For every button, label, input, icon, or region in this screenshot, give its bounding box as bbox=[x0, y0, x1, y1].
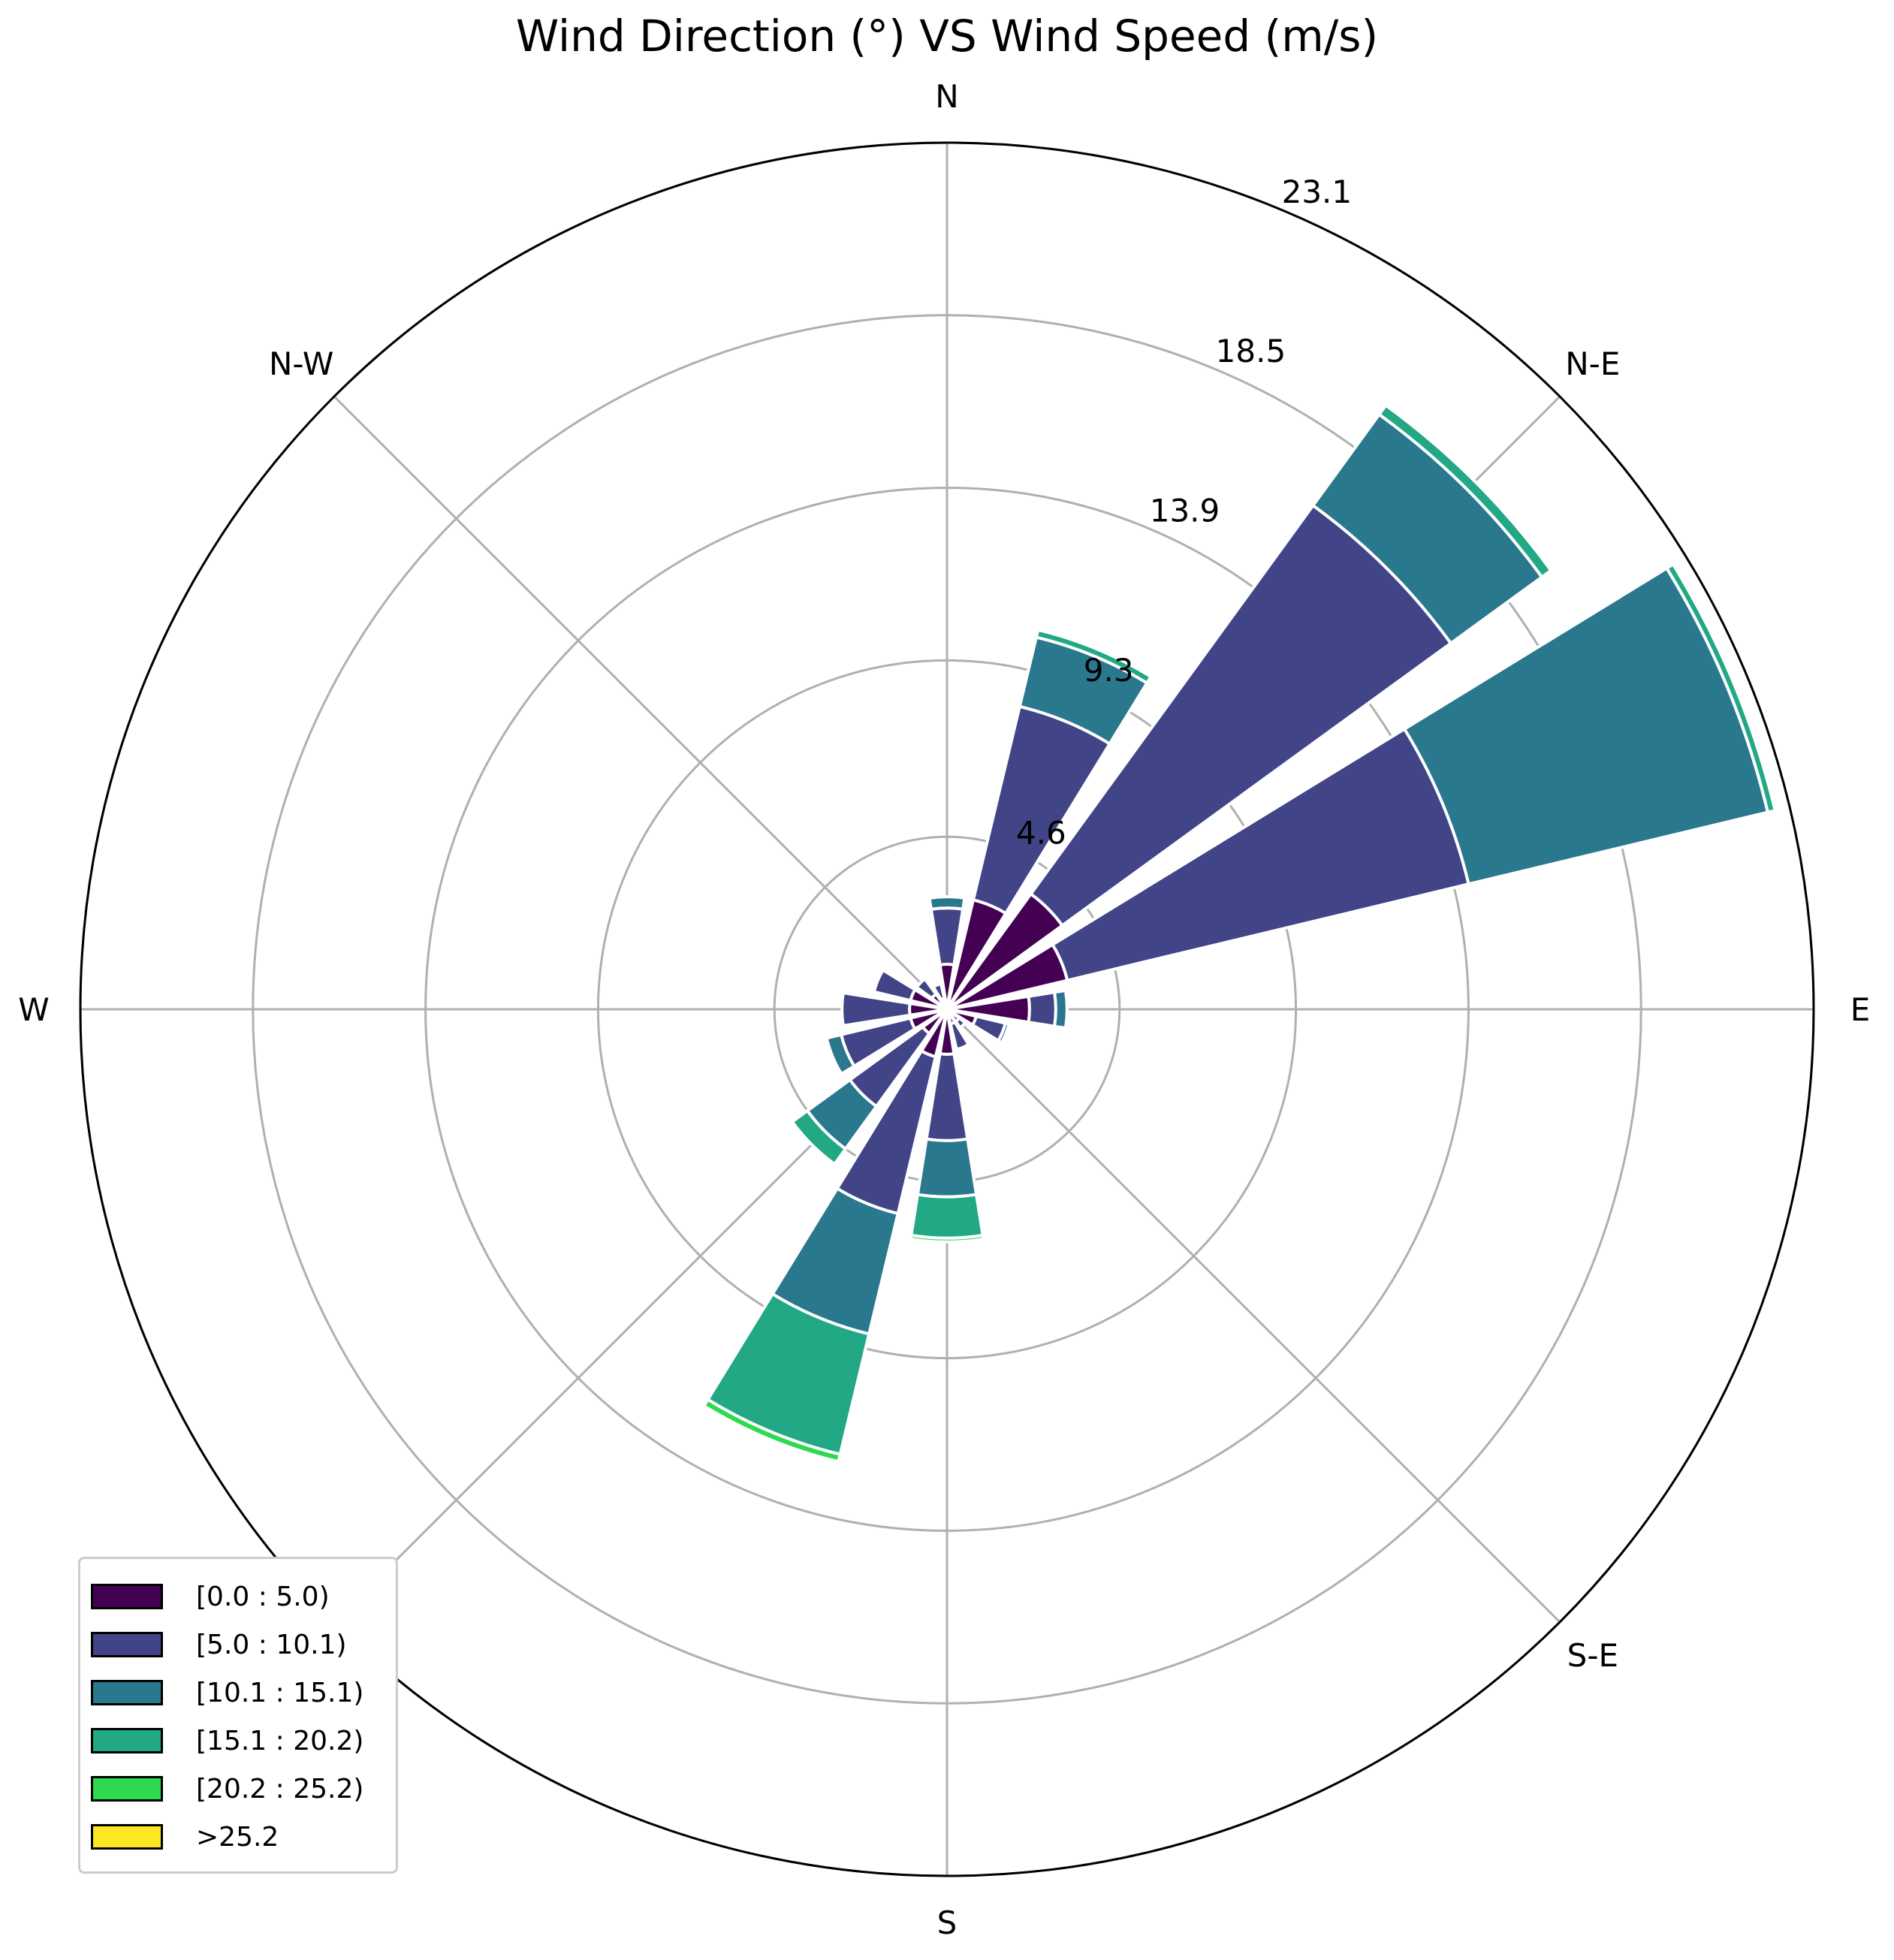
direction-label-n: N bbox=[935, 78, 958, 115]
legend-label: [10.1 : 15.1) bbox=[196, 1677, 364, 1708]
wind-bar-dir202.5-bin4 bbox=[701, 1397, 843, 1464]
wind-bar-dir247.5-bin2 bbox=[825, 1033, 857, 1076]
grid-spoke bbox=[945, 1008, 1561, 1624]
radial-tick-label: 23.1 bbox=[1282, 173, 1353, 210]
direction-labels: N N-E E S-E S W N-W bbox=[18, 78, 1870, 1941]
wind-bar-dir67.5-bin3 bbox=[1664, 562, 1778, 815]
legend-label: [5.0 : 10.1) bbox=[196, 1629, 347, 1660]
wind-bar-dir180-bin2 bbox=[915, 1137, 979, 1199]
legend-item: [20.2 : 25.2) bbox=[91, 1765, 396, 1813]
wind-bar-dir270-bin1 bbox=[840, 991, 912, 1028]
wind-bar-dir90-bin2 bbox=[1052, 988, 1069, 1030]
wind-bar-dir0-bin1 bbox=[929, 906, 965, 967]
wind-bar-dir22.5-bin3 bbox=[1034, 628, 1154, 686]
legend-label: [15.1 : 20.2) bbox=[196, 1725, 364, 1756]
wind-bar-dir337.5-bin1 bbox=[930, 982, 946, 1002]
radial-tick-label: 4.6 bbox=[1016, 815, 1066, 852]
wind-bar-dir90-bin1 bbox=[1027, 991, 1057, 1028]
wind-bar-dir180-bin4 bbox=[909, 1233, 985, 1244]
legend-swatch bbox=[91, 1632, 163, 1657]
radial-tick-label: 13.9 bbox=[1150, 492, 1220, 529]
legend: [0.0 : 5.0) [5.0 : 10.1) [10.1 : 15.1) [15.… bbox=[78, 1557, 398, 1874]
radial-tick-label: 18.5 bbox=[1216, 333, 1286, 369]
direction-label-s-e: S-E bbox=[1567, 1637, 1618, 1674]
direction-label-n-e: N-E bbox=[1565, 345, 1620, 382]
radial-tick-labels: 4.6 9.3 13.9 18.5 23.1 bbox=[1016, 173, 1352, 852]
wind-bar-dir157.5-bin1 bbox=[949, 1020, 971, 1051]
direction-label-s: S bbox=[937, 1904, 958, 1941]
direction-label-e: E bbox=[1850, 991, 1871, 1028]
wind-bar-dir180-bin3 bbox=[909, 1193, 985, 1240]
direction-label-w: W bbox=[18, 991, 50, 1028]
legend-item: [5.0 : 10.1) bbox=[91, 1621, 396, 1669]
legend-swatch bbox=[91, 1584, 163, 1609]
legend-swatch bbox=[91, 1824, 163, 1850]
legend-label: [0.0 : 5.0) bbox=[196, 1581, 330, 1612]
radial-tick-label: 9.3 bbox=[1084, 652, 1134, 689]
chart-title: Wind Direction (°) VS Wind Speed (m/s) bbox=[515, 11, 1379, 62]
wind-bar-dir45-bin3 bbox=[1377, 403, 1554, 580]
grid-spoke bbox=[333, 395, 949, 1011]
legend-swatch bbox=[91, 1728, 163, 1753]
wind-bar-dir225-bin3 bbox=[790, 1108, 848, 1166]
wind-bar-dir292.5-bin1 bbox=[872, 968, 918, 1003]
legend-item: [0.0 : 5.0) bbox=[91, 1573, 396, 1621]
wind-bars bbox=[701, 403, 1778, 1464]
wind-bar-dir135-bin1 bbox=[953, 1015, 968, 1030]
wind-bar-dir112.5-bin2 bbox=[996, 1021, 1011, 1045]
legend-item: >25.2 bbox=[91, 1813, 396, 1861]
legend-label: [20.2 : 25.2) bbox=[196, 1773, 364, 1805]
legend-label: >25.2 bbox=[196, 1821, 279, 1853]
direction-label-n-w: N-W bbox=[269, 345, 333, 382]
legend-item: [15.1 : 20.2) bbox=[91, 1717, 396, 1765]
wind-bar-dir315-bin1 bbox=[914, 976, 939, 1001]
legend-swatch bbox=[91, 1776, 163, 1802]
outer-frame bbox=[79, 141, 1815, 1877]
legend-item: [10.1 : 15.1) bbox=[91, 1669, 396, 1717]
wind-bar-dir0-bin2 bbox=[927, 895, 967, 912]
legend-swatch bbox=[91, 1680, 163, 1705]
